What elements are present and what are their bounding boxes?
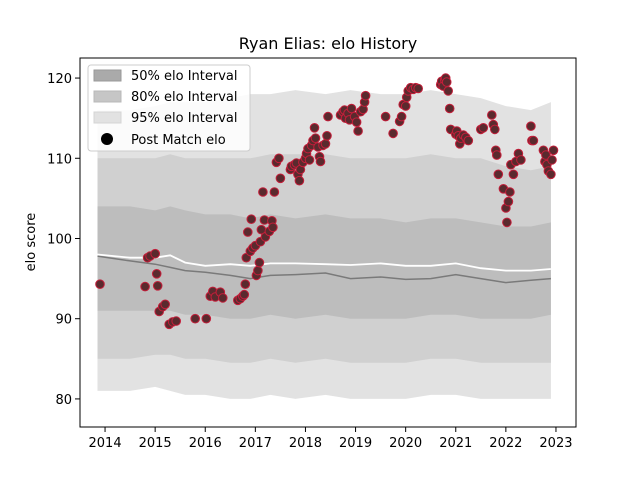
- legend-label-95: 95% elo Interval: [131, 111, 238, 126]
- legend-box: [87, 64, 251, 152]
- y-axis: 80 90 100 110 120: [47, 72, 80, 408]
- match-point-124: [505, 187, 515, 197]
- match-point-94: [413, 83, 424, 94]
- legend-label-post-match: Post Match elo: [131, 133, 226, 148]
- match-point-64: [315, 156, 326, 167]
- match-point-78: [353, 126, 363, 136]
- match-point-13: [190, 313, 200, 324]
- y-tick-label-120: 120: [47, 72, 72, 87]
- match-point-5: [151, 269, 162, 279]
- match-point-130: [526, 121, 536, 131]
- x-tick-label-2022: 2022: [489, 436, 522, 451]
- x-tick-label-2015: 2015: [139, 436, 172, 451]
- x-tick-label-2020: 2020: [389, 436, 422, 451]
- match-point-111: [463, 135, 474, 146]
- match-point-19: [218, 293, 228, 303]
- x-tick-label-2018: 2018: [289, 436, 322, 451]
- legend: 50% elo Interval 80% elo Interval 95% el…: [87, 64, 251, 152]
- match-point-77: [351, 117, 362, 127]
- match-point-41: [268, 222, 278, 233]
- x-tick-label-2014: 2014: [89, 436, 122, 451]
- match-point-4: [150, 248, 160, 259]
- match-point-140: [548, 145, 559, 156]
- match-point-24: [240, 279, 251, 290]
- legend-label-50: 50% elo Interval: [131, 69, 238, 84]
- legend-marker-post-match: [101, 133, 113, 145]
- match-point-86: [396, 111, 407, 122]
- x-axis: 2014 2015 2016 2017 2018 2019 2020 2021 2022 2023: [89, 427, 573, 451]
- match-point-44: [274, 153, 284, 164]
- match-point-60: [309, 123, 320, 133]
- match-point-122: [502, 217, 512, 228]
- match-point-126: [508, 169, 519, 180]
- x-tick-label-2016: 2016: [189, 436, 222, 451]
- match-point-45: [275, 173, 286, 184]
- y-tick-label-100: 100: [47, 232, 72, 247]
- match-point-67: [322, 131, 332, 141]
- match-point-12: [171, 316, 181, 326]
- match-point-118: [492, 150, 502, 160]
- median-line: [97, 255, 551, 284]
- match-point-61: [310, 133, 321, 143]
- match-point-6: [152, 281, 163, 291]
- match-point-138: [546, 169, 556, 180]
- interval-bands: [97, 90, 551, 399]
- mean-line: [97, 253, 551, 272]
- match-point-84: [388, 128, 398, 139]
- match-point-102: [444, 103, 455, 114]
- match-point-116: [490, 124, 500, 135]
- match-point-66: [320, 139, 331, 149]
- trend-lines: [97, 253, 551, 284]
- match-point-23: [239, 289, 250, 300]
- legend-swatch-80: [93, 90, 122, 103]
- match-point-114: [487, 110, 497, 120]
- match-point-83: [380, 111, 391, 122]
- match-point-82: [360, 90, 371, 101]
- x-tick-label-2023: 2023: [539, 436, 572, 451]
- match-point-88: [400, 101, 411, 111]
- match-point-36: [258, 187, 268, 197]
- match-point-42: [269, 187, 280, 197]
- match-point-32: [253, 265, 263, 276]
- plot-frame: [79, 57, 577, 428]
- match-point-75: [346, 103, 357, 114]
- y-tick-label-90: 90: [55, 313, 72, 328]
- match-point-113: [478, 123, 489, 133]
- x-tick-label-2021: 2021: [439, 436, 472, 451]
- legend-swatch-50: [93, 69, 122, 82]
- match-point-119: [493, 169, 504, 180]
- plot-area: [95, 73, 559, 399]
- x-tick-label-2017: 2017: [239, 436, 272, 451]
- legend-swatch-95: [93, 111, 122, 124]
- x-tick-label-2019: 2019: [339, 436, 372, 451]
- match-point-28: [246, 214, 257, 224]
- match-point-132: [528, 135, 539, 146]
- legend-label-80: 80% elo Interval: [131, 90, 238, 105]
- match-point-139: [547, 155, 557, 165]
- chart-title: Ryan Elias: elo History: [239, 34, 417, 53]
- match-point-57: [304, 155, 315, 165]
- match-point-9: [160, 299, 170, 310]
- match-point-68: [323, 111, 333, 122]
- match-point-0: [95, 279, 105, 290]
- y-axis-label: elo score: [24, 213, 39, 272]
- match-point-51: [294, 175, 305, 186]
- y-tick-label-80: 80: [55, 393, 72, 408]
- match-point-100: [441, 77, 452, 87]
- match-point-26: [243, 227, 253, 237]
- match-point-101: [443, 86, 454, 96]
- match-point-1: [140, 281, 150, 292]
- match-point-129: [516, 155, 526, 165]
- match-point-33: [254, 257, 265, 268]
- y-tick-label-110: 110: [47, 152, 72, 167]
- match-point-123: [503, 196, 514, 207]
- match-points: [95, 73, 559, 330]
- match-point-14: [201, 313, 212, 324]
